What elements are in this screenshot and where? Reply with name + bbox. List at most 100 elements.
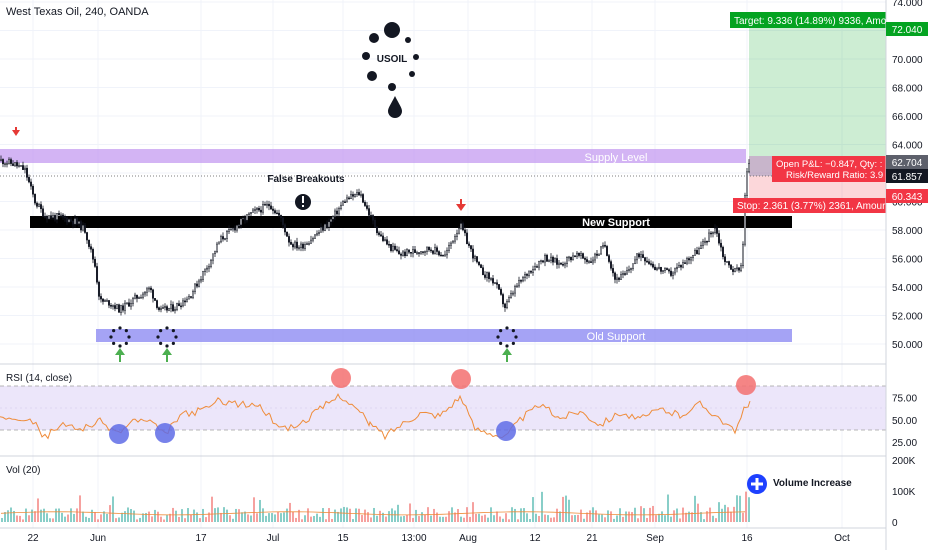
price-tick: 52.000	[892, 312, 923, 323]
volume-bar	[184, 518, 186, 522]
price-candles[interactable]	[0, 155, 750, 316]
candle-body	[438, 251, 440, 256]
candle-body	[98, 281, 100, 297]
candle-body	[518, 280, 520, 287]
candle-body	[16, 162, 18, 167]
candle-body	[128, 302, 130, 307]
ring-dot	[159, 341, 163, 345]
volume-bar	[448, 511, 450, 522]
volume-bar	[295, 517, 297, 522]
candle-body	[530, 270, 532, 273]
candle-body	[210, 259, 212, 267]
candle-body	[534, 266, 536, 270]
candle-body	[318, 231, 320, 235]
volume-bar	[268, 513, 270, 522]
volume-bar	[307, 508, 309, 522]
candle-body	[18, 165, 20, 167]
svg-text:60.343: 60.343	[892, 192, 923, 203]
volume-bar	[82, 511, 84, 522]
candle-body	[720, 242, 722, 248]
volume-bars[interactable]	[0, 491, 750, 522]
volume-bar	[43, 508, 45, 522]
candle-body	[484, 274, 486, 278]
candle-body	[504, 303, 506, 308]
candle-body	[722, 246, 724, 257]
candle-body	[330, 219, 332, 223]
volume-bar	[55, 508, 57, 522]
candle-body	[422, 251, 424, 253]
candle-body	[350, 194, 352, 199]
new-support-zone[interactable]	[30, 216, 792, 228]
old-support-zone[interactable]	[96, 329, 792, 342]
candle-body	[146, 288, 148, 293]
volume-bar	[472, 502, 474, 522]
symbol-title[interactable]: West Texas Oil, 240, OANDA	[6, 6, 149, 18]
volume-bar	[343, 506, 345, 522]
candle-body	[376, 226, 378, 234]
candle-body	[588, 261, 590, 263]
rsi-tick: 25.00	[892, 438, 917, 449]
volume-bar	[394, 510, 396, 522]
ring-dot	[514, 335, 518, 339]
volume-bar	[571, 515, 573, 522]
candle-body	[466, 232, 468, 245]
volume-bar	[460, 516, 462, 522]
target-price-badge: 72.040	[886, 22, 928, 36]
volume-bar	[730, 511, 732, 522]
candle-body	[140, 296, 142, 299]
candle-body	[196, 283, 198, 287]
candle-body	[614, 272, 616, 280]
time-axis[interactable]: 22 Jun 17 Jul 15 13:00 Aug 12 21 Sep 16 Oct	[27, 533, 850, 544]
ring-dot	[505, 326, 509, 330]
supply-level-zone[interactable]	[0, 149, 746, 163]
svg-text:Target: 9.336 (14.89%) 9336, A: Target: 9.336 (14.89%) 9336, Amo	[734, 16, 887, 27]
candle-body	[286, 231, 288, 237]
target-zone[interactable]	[749, 16, 886, 156]
candle-body	[112, 305, 114, 307]
volume-bar	[133, 510, 135, 522]
candle-body	[670, 270, 672, 276]
candle-body	[654, 266, 656, 271]
candle-body	[54, 214, 56, 220]
volume-bar	[676, 508, 678, 522]
volume-bar	[583, 518, 585, 522]
candle-body	[478, 261, 480, 266]
candle-body	[662, 270, 664, 272]
candle-body	[426, 246, 428, 252]
volume-bar	[337, 511, 339, 522]
rsi-overbought-marker	[331, 368, 351, 388]
candle-body	[726, 261, 728, 263]
candle-body	[310, 239, 312, 244]
candle-body	[746, 171, 748, 196]
candle-body	[148, 287, 150, 290]
volume-bar	[664, 515, 666, 522]
candle-body	[168, 307, 170, 311]
volume-bar	[211, 496, 213, 522]
candle-body	[380, 234, 382, 237]
volume-bar	[727, 507, 729, 522]
candle-body	[34, 193, 36, 204]
candle-body	[142, 293, 144, 298]
candle-body	[10, 159, 12, 164]
main-pane[interactable]	[0, 0, 886, 364]
volume-label[interactable]: Vol (20)	[6, 465, 40, 476]
rsi-line[interactable]	[0, 393, 751, 441]
candle-body	[516, 285, 518, 288]
candle-body	[704, 240, 706, 243]
candle-body	[132, 297, 134, 304]
volume-bar	[31, 509, 33, 522]
price-tick: 56.000	[892, 255, 923, 266]
candle-body	[390, 244, 392, 251]
volume-bar	[205, 517, 207, 522]
ring-dot	[165, 344, 169, 348]
volume-bar	[637, 518, 639, 522]
time-tick: 17	[195, 533, 207, 544]
candle-body	[164, 306, 166, 308]
candle-body	[594, 253, 596, 261]
volume-bar	[19, 515, 21, 522]
ring-dot	[165, 326, 169, 330]
candle-body	[64, 216, 66, 219]
volume-bar	[169, 513, 171, 522]
rsi-label[interactable]: RSI (14, close)	[6, 373, 72, 384]
